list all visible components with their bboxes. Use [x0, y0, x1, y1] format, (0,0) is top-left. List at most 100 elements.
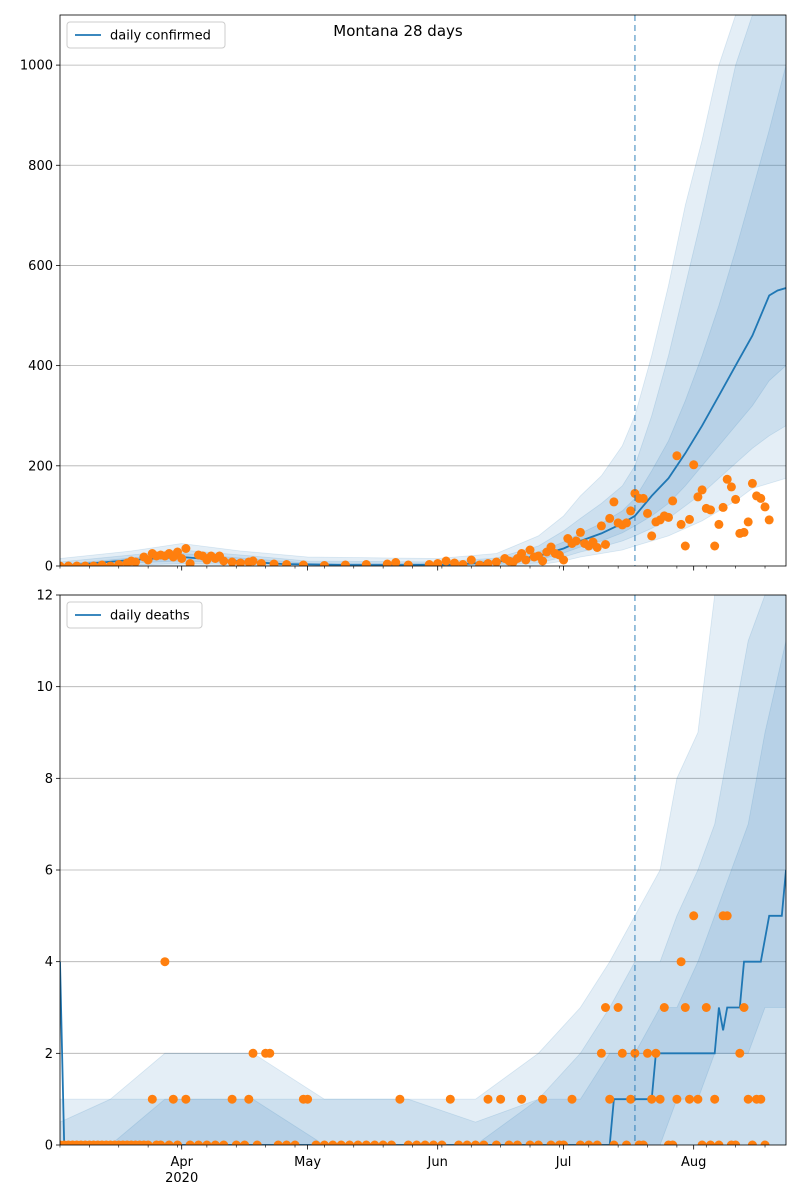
data-point — [689, 460, 699, 470]
data-point — [714, 1140, 724, 1145]
data-point — [185, 559, 195, 566]
data-point — [693, 1094, 703, 1104]
legend-label: daily confirmed — [110, 29, 211, 44]
data-point — [710, 1094, 720, 1104]
data-point — [668, 1140, 678, 1145]
y-tick-label: 1000 — [20, 59, 53, 74]
data-point — [143, 555, 153, 565]
data-point — [626, 506, 636, 516]
legend: daily deaths — [66, 601, 203, 629]
data-point — [282, 1140, 292, 1145]
data-point — [458, 560, 468, 566]
data-point — [701, 1003, 711, 1012]
data-point — [504, 1140, 514, 1145]
data-point — [697, 1140, 707, 1145]
data-point — [747, 478, 757, 488]
data-point — [370, 1140, 380, 1145]
data-point — [609, 1140, 619, 1145]
data-point — [613, 1003, 623, 1012]
legend-label: daily deaths — [110, 609, 190, 624]
data-point — [265, 1048, 275, 1058]
data-point — [622, 1140, 631, 1145]
data-point — [680, 541, 690, 551]
data-point — [491, 557, 501, 566]
data-point — [592, 1140, 602, 1145]
data-point — [303, 1094, 313, 1104]
y-tick-label: 2 — [45, 1047, 53, 1062]
data-point — [475, 560, 485, 566]
data-point — [693, 492, 703, 502]
y-tick-label: 600 — [28, 259, 53, 274]
data-point — [546, 542, 556, 552]
data-point — [655, 1094, 665, 1104]
data-point — [659, 1003, 669, 1012]
data-point — [450, 558, 459, 566]
y-tick-label: 200 — [28, 459, 53, 474]
data-point — [483, 559, 493, 566]
data-point — [63, 561, 73, 566]
data-point — [387, 1140, 396, 1145]
data-point — [714, 519, 724, 529]
data-point — [231, 1140, 241, 1145]
data-point — [403, 560, 413, 566]
data-point — [60, 561, 65, 566]
data-point — [424, 560, 434, 566]
data-point — [181, 544, 191, 553]
data-point — [764, 515, 774, 525]
data-point — [89, 561, 99, 566]
data-point — [319, 1140, 329, 1145]
data-point — [760, 1140, 770, 1145]
data-point — [131, 557, 140, 566]
data-point — [689, 911, 699, 921]
y-tick-label: 12 — [36, 589, 53, 604]
data-point — [328, 1140, 338, 1145]
data-point — [227, 1094, 237, 1104]
data-point — [601, 540, 610, 549]
data-point — [491, 1140, 501, 1145]
data-point — [345, 1140, 355, 1145]
data-point — [194, 1140, 203, 1145]
data-point — [437, 1140, 447, 1145]
data-point — [382, 559, 392, 566]
data-point — [210, 1140, 220, 1145]
data-point — [517, 1094, 527, 1104]
data-point — [743, 517, 753, 527]
data-point — [672, 451, 682, 461]
plot-area — [60, 15, 786, 566]
data-point — [471, 1140, 480, 1145]
y-tick-label: 400 — [28, 359, 53, 374]
x-tick-label: Apr — [170, 1155, 193, 1170]
data-point — [617, 1048, 627, 1058]
data-point — [676, 957, 686, 967]
data-point — [592, 543, 602, 552]
axes-frame — [59, 14, 787, 567]
data-point — [269, 559, 279, 566]
data-point — [512, 1140, 522, 1145]
data-point — [626, 1094, 636, 1104]
data-point — [244, 1094, 254, 1104]
data-point — [685, 514, 694, 524]
data-point — [668, 496, 678, 506]
data-point — [114, 560, 124, 566]
data-point — [605, 1094, 615, 1104]
data-point — [168, 1094, 178, 1104]
data-point — [533, 1140, 543, 1145]
data-point — [676, 519, 686, 529]
data-point — [622, 518, 631, 528]
data-point — [697, 485, 707, 495]
data-point — [353, 1140, 363, 1145]
data-point — [575, 1140, 585, 1145]
data-point — [731, 1140, 741, 1145]
data-point — [722, 474, 732, 484]
data-point — [403, 1140, 413, 1145]
data-point — [726, 482, 736, 492]
data-point — [559, 555, 569, 565]
y-tick-label: 4 — [45, 955, 53, 970]
data-point — [240, 1140, 250, 1145]
data-point — [664, 512, 673, 522]
data-point — [609, 497, 619, 507]
x-tick-label: Aug — [681, 1155, 706, 1170]
data-point — [521, 555, 531, 565]
x-tick-label: Jun — [427, 1155, 448, 1170]
data-point — [143, 1140, 153, 1145]
